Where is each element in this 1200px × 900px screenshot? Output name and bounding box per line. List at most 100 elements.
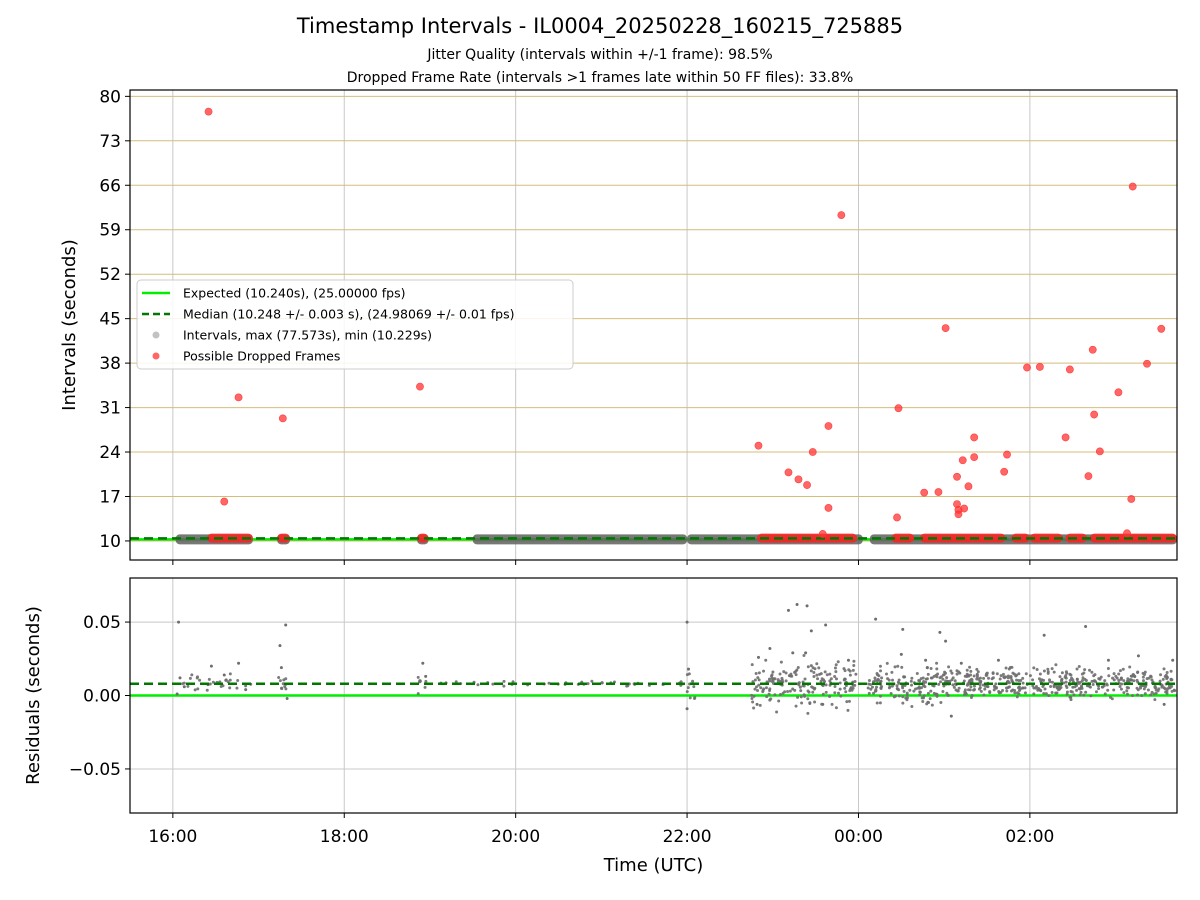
residual-point — [686, 686, 690, 690]
residual-point — [927, 701, 931, 705]
residual-point — [754, 671, 758, 675]
y-tick-label: 0.00 — [83, 687, 121, 707]
residual-point — [922, 679, 926, 683]
dropped-frame-point — [958, 456, 967, 465]
residual-point — [688, 696, 692, 700]
residual-point — [923, 685, 927, 689]
dropped-frame-point — [818, 530, 827, 538]
residual-point — [756, 689, 760, 693]
residual-point — [929, 666, 933, 670]
residual-point — [966, 673, 970, 677]
x-tick-label: 00:00 — [834, 827, 883, 847]
residual-point — [839, 694, 843, 698]
residual-point — [806, 711, 810, 715]
residual-point — [1143, 670, 1147, 674]
residual-point — [421, 661, 425, 665]
residual-point — [803, 694, 807, 698]
residual-point — [1047, 694, 1051, 698]
residual-point — [773, 693, 777, 697]
residual-point — [922, 694, 926, 698]
residual-point — [893, 665, 897, 669]
residual-point — [1135, 678, 1139, 682]
residual-point — [1065, 690, 1069, 694]
residual-point — [982, 676, 986, 680]
residual-point — [1077, 665, 1081, 669]
residual-point — [1094, 690, 1098, 694]
residual-point — [963, 690, 967, 694]
residual-point — [847, 699, 851, 703]
residual-point — [1106, 658, 1110, 662]
residual-point — [829, 677, 833, 681]
residual-point — [812, 670, 816, 674]
residual-point — [929, 676, 933, 680]
residual-point — [910, 676, 914, 680]
residual-point — [1143, 673, 1147, 677]
residual-point — [1110, 697, 1114, 701]
residual-point — [590, 679, 594, 683]
residual-point — [798, 685, 802, 689]
residual-point — [765, 695, 769, 699]
residual-point — [1128, 678, 1132, 682]
dropped-frame-point — [784, 468, 793, 477]
residual-point — [193, 688, 197, 692]
residual-point — [278, 679, 282, 683]
residual-point — [825, 673, 829, 677]
residual-point — [1050, 690, 1054, 694]
residual-point — [977, 687, 981, 691]
residual-point — [830, 702, 834, 706]
residual-point — [1169, 669, 1173, 673]
residual-point — [1049, 685, 1053, 689]
residual-point — [892, 695, 896, 699]
residual-point — [1072, 693, 1076, 697]
residual-point — [767, 677, 771, 681]
residual-point — [1143, 692, 1147, 696]
residual-point — [283, 685, 287, 689]
residual-point — [975, 672, 979, 676]
residual-point — [755, 702, 759, 706]
residual-point — [987, 676, 991, 680]
dropped-frame-point — [1084, 472, 1093, 481]
residual-point — [1168, 686, 1172, 690]
residual-point — [809, 669, 813, 673]
residual-point — [1120, 682, 1124, 686]
residual-point — [209, 664, 213, 668]
residual-point — [941, 677, 945, 681]
residual-point — [586, 682, 590, 686]
residual-point — [1010, 678, 1014, 682]
residual-point — [834, 670, 838, 674]
residual-point — [1130, 674, 1134, 678]
residual-point — [1133, 674, 1137, 678]
residual-point — [1021, 686, 1025, 690]
residual-point — [1037, 677, 1041, 681]
residual-point — [1015, 695, 1019, 699]
residual-point — [842, 678, 846, 682]
y-tick-label: 66 — [99, 176, 121, 196]
residual-point — [1111, 676, 1115, 680]
residual-point — [1112, 688, 1116, 692]
residual-point — [917, 679, 921, 683]
residual-point — [1016, 686, 1020, 690]
residual-point — [821, 702, 825, 706]
residual-point — [888, 685, 892, 689]
residual-point — [852, 659, 856, 663]
residual-point — [819, 679, 823, 683]
residual-point — [222, 673, 226, 677]
residual-point — [794, 673, 798, 677]
y-tick-label: 24 — [99, 443, 121, 463]
residual-point — [1146, 688, 1150, 692]
dropped-frame-point — [808, 448, 817, 456]
residual-point — [836, 660, 840, 664]
residual-point — [1153, 685, 1157, 689]
residual-point — [1088, 668, 1092, 672]
residual-point — [949, 714, 953, 718]
residual-point — [1103, 679, 1107, 683]
dropped-frame-point — [941, 324, 950, 333]
residual-point — [876, 678, 880, 682]
residual-point — [1031, 684, 1035, 688]
residual-point — [1106, 688, 1110, 692]
dropped-frame-point — [1023, 363, 1031, 372]
residual-point — [416, 692, 420, 696]
residual-point — [880, 676, 884, 680]
residual-point — [836, 691, 840, 695]
